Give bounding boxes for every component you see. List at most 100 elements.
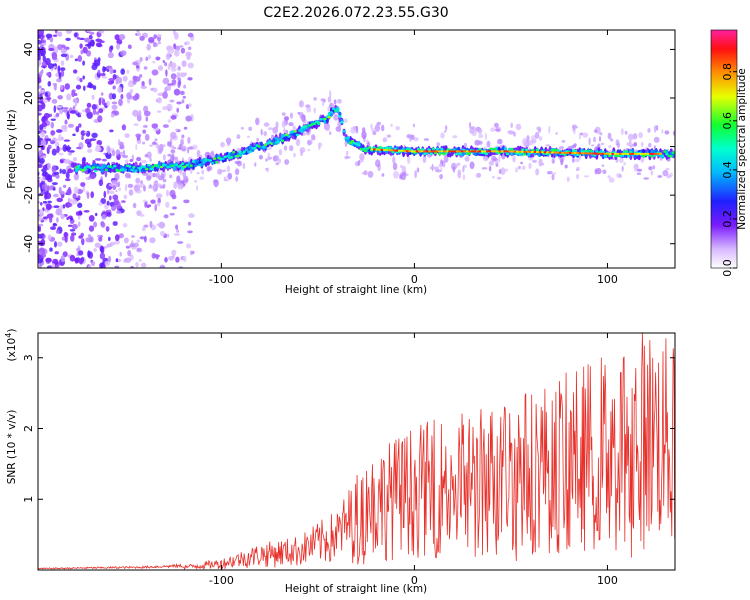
spectrogram-core-cell [531,150,534,154]
spectrogram-core-cell [543,151,547,154]
spectrogram-halo-cell [392,162,398,171]
spectrogram-halo-cell [497,138,503,145]
spectrogram-ridge-cell [111,166,115,169]
spectrogram-noise-cell [156,97,162,104]
spectrogram-noise-cell [108,236,111,241]
spectrogram-ridge-cell [624,150,629,153]
spectrogram-ridge-cell [159,165,164,169]
spectrogram-noise-cell [122,154,129,159]
spectrogram-core-cell [393,149,396,152]
spectrogram-core-cell [478,150,482,153]
spectrogram-core-cell [490,150,494,153]
spectrogram-core-cell [468,150,472,153]
spectrogram-noise-cell [38,223,44,227]
spectrogram-ridge-cell [357,143,361,147]
spectrogram-noise-cell [187,62,194,69]
spectrogram-noise-cell [95,42,102,48]
spectrogram-noise-cell [38,164,43,168]
spectrogram-noise-cell [78,123,82,128]
spectrogram-noise-cell [38,259,43,264]
spectrogram-core-cell [563,151,567,154]
spectrogram-noise-cell [113,198,119,206]
spectrogram-noise-cell [43,216,48,219]
spectrogram-noise-cell [117,86,122,93]
spectrogram-noise-cell [139,35,145,41]
spectrogram-noise-cell [70,110,77,114]
spectrogram-halo-cell [558,146,565,150]
spectrogram-noise-cell [183,126,188,130]
spectrogram-noise-cell [38,149,43,157]
spectrogram-core-cell [410,150,414,153]
spectrogram-ridge-cell [429,152,433,156]
spectrogram-core-cell [500,150,504,153]
spectrogram-noise-cell [41,211,44,215]
spectrogram-ridge-cell [196,159,200,163]
spectrogram-ridge-cell [506,152,510,156]
spectrogram-core-cell [623,152,627,155]
spectrogram-halo-cell [494,122,499,128]
spectrogram-noise-cell [170,131,177,139]
spectrogram-core-cell [485,150,489,153]
colorbar-gradient [710,29,738,269]
spectrogram-ridge-cell [457,146,461,152]
spectrogram-halo-cell [322,99,326,103]
spectrogram-noise-cell [177,77,182,82]
spectrogram-halo-cell [495,128,501,132]
spectrogram-noise-cell [56,197,63,203]
spectrogram-noise-cell [38,85,42,89]
spectrogram-ridge-cell [298,129,302,132]
spectrogram-halo-cell [155,173,161,177]
spectrogram-halo-cell [531,159,538,163]
spectrogram-noise-cell [153,87,158,93]
spectrogram-core-cell [553,151,557,154]
spectrogram-noise-cell [53,222,56,226]
spectrogram-core-cell [430,150,434,153]
spectrogram-halo-cell [393,170,399,179]
spectrogram-halo-cell [602,169,607,175]
spectrogram-ridge-cell [484,152,488,156]
spectrogram-core-cell [408,150,412,153]
spectrogram-halo-cell [599,132,603,136]
spectrogram-halo-cell [551,158,555,164]
spectrogram-core-cell [548,151,552,154]
spectrogram-halo-cell [452,135,458,139]
spectrogram-core-cell [378,148,381,151]
spectrogram-halo-cell [284,159,290,165]
spectrogram-ridge-cell [535,148,540,152]
spectrogram-core-cell [656,152,660,155]
spectrogram-noise-cell [167,119,172,123]
spectrogram-noise-cell [81,135,84,141]
spectrogram-noise-cell [141,80,145,87]
spectrogram-noise-cell [77,195,81,200]
spectrogram-halo-cell [275,121,279,129]
spectrogram-halo-cell [372,130,377,136]
spectrogram-core-cell [556,151,560,154]
spectrogram-halo-cell [308,106,311,113]
spectrogram-ridge-cell [603,154,607,158]
spectrogram-noise-cell [132,61,139,66]
spectrogram-halo-cell [350,126,357,134]
spectrogram-ridge-cell [272,142,276,145]
spectrogram-noise-cell [56,78,62,83]
spectrogram-ridge-cell [563,153,567,156]
spectrogram-halo-cell [548,125,551,134]
spectrogram-ridge-cell [272,138,276,143]
spectrogram-core-cell [626,152,630,155]
spectrogram-halo-cell [173,181,178,189]
spectrogram-ridge-cell [191,160,195,163]
spectrogram-noise-cell [92,159,96,165]
spectrogram-halo-cell [444,125,448,131]
spectrogram-noise-cell [143,124,148,128]
spectrogram-noise-cell [44,173,51,181]
spectrogram-core-cell [659,152,662,155]
spectrogram-noise-cell [101,262,105,267]
spectrogram-ridge-cell [351,139,355,143]
spectrogram-core-cell [413,150,417,153]
spectrogram-noise-cell [80,49,84,55]
spectrogram-noise-cell [67,203,73,207]
spectrogram-noise-cell [38,247,46,255]
spectrogram-ridge-cell [295,133,299,137]
spectrogram-core-cell [586,152,590,155]
spectrogram-noise-cell [124,133,130,139]
spectrogram-core-cell [561,151,565,154]
